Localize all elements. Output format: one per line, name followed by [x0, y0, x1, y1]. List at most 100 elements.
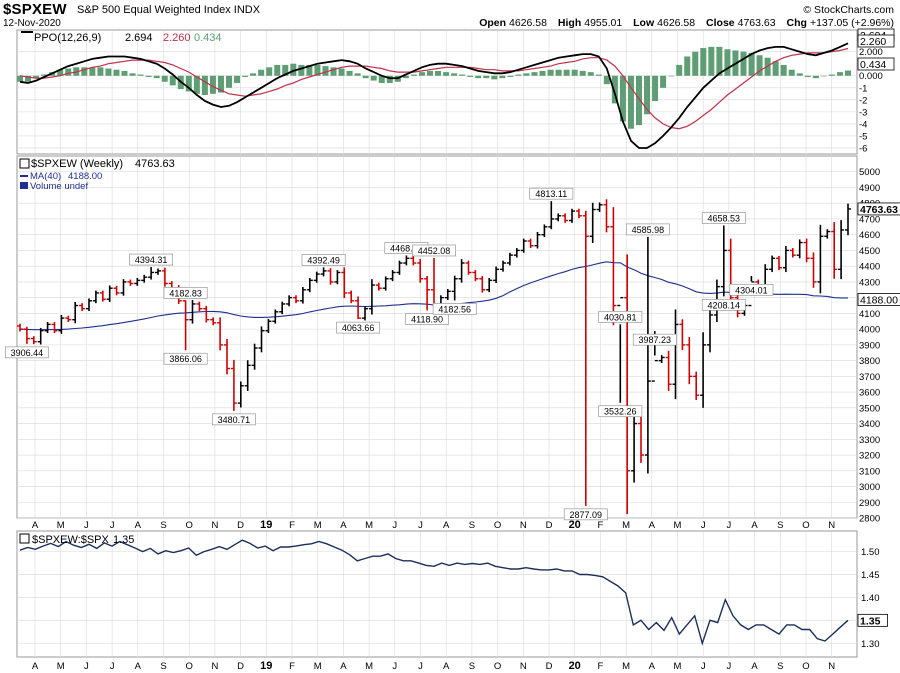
month-label: O	[186, 661, 193, 672]
month-label: J	[392, 661, 397, 672]
month-label: M	[674, 661, 682, 672]
ppo-hist-bar	[668, 75, 675, 77]
ppo-hist-bar	[274, 64, 281, 76]
ppo-hist-bar	[298, 64, 305, 76]
month-label: M	[674, 520, 682, 531]
month-label: M	[365, 520, 373, 531]
ppo-hist-bar	[217, 75, 224, 93]
ppo-hist-bar	[531, 72, 538, 76]
ppo-hist-bar	[845, 70, 851, 76]
month-label: M	[57, 661, 65, 672]
ratio-panel-frame	[16, 530, 858, 658]
price-annotation-box	[412, 244, 456, 257]
price-annotation-box	[212, 413, 256, 426]
month-label: M	[314, 661, 322, 672]
ppo-signal-line	[19, 47, 849, 130]
month-label: J	[392, 520, 397, 531]
ratio-tick-label: 1.30	[861, 639, 880, 650]
ppo-hist-bar	[700, 48, 707, 76]
ppo-hist-bar	[226, 75, 233, 88]
price-annotation-box	[163, 352, 208, 365]
ppo-hist-bar	[595, 74, 602, 76]
ppo-hist-bar	[97, 67, 104, 76]
ppo-hist-bar	[611, 75, 618, 104]
chart-header: $SPXEW S&P 500 Equal Weighted Index INDX…	[0, 0, 900, 30]
month-label: D	[237, 661, 244, 672]
ppo-hist-bar	[491, 75, 498, 80]
price-tick-label: 4400	[859, 262, 880, 273]
price-tick-label: 3800	[859, 356, 880, 367]
month-label: J	[84, 661, 89, 672]
ppo-tick-label: 2.000	[859, 47, 883, 58]
volume-legend-label: Volume undef	[30, 181, 88, 192]
price-annotation-box	[729, 283, 774, 296]
credit-text: © StockCharts.com	[803, 4, 894, 16]
ohlc-readout: Open 4626.58 High 4955.01 Low 4626.58 Close…	[471, 17, 894, 29]
ppo-hist-bar	[676, 64, 683, 76]
ppo-hist-bar	[804, 75, 811, 77]
month-label: N	[828, 520, 835, 531]
ratio-grid	[17, 531, 857, 657]
ppo-hist-bar	[129, 73, 136, 76]
ppo-legend-swatch	[21, 31, 33, 33]
price-grid	[17, 156, 857, 519]
price-legend-value: 4763.63	[135, 158, 175, 170]
price-annotation-box	[163, 287, 208, 299]
ppo-hist-bar	[193, 75, 200, 94]
ratio-line	[19, 539, 849, 646]
price-tick-label: 3900	[859, 340, 880, 351]
ratio-tick-label: 1.40	[861, 593, 880, 604]
ppo-hist-bar	[282, 64, 289, 76]
price-annotation-box	[405, 313, 450, 325]
month-label: A	[443, 520, 450, 531]
price-annotation-box	[701, 299, 746, 311]
price-tick-label: 2900	[859, 498, 880, 509]
ppo-tick-label: -2	[859, 95, 867, 106]
ma-legend-swatch	[20, 175, 28, 177]
ppo-hist-bar	[362, 75, 369, 79]
price-annotation-box	[625, 223, 670, 236]
month-label: J	[110, 520, 115, 531]
price-annotation-label: 3480.71	[218, 415, 251, 425]
price-annotation-label: 2877.09	[570, 510, 603, 520]
ppo-hist-bar	[724, 49, 731, 76]
ppo-hist-bar	[684, 56, 691, 76]
ppo-hist-bar	[137, 74, 144, 76]
month-label: F	[597, 661, 603, 672]
ppo-hist-bar	[266, 67, 273, 76]
ppo-legend-label: PPO(12,26,9)	[34, 32, 101, 44]
ppo-hist-bar	[41, 74, 48, 76]
ppo-hist-bar	[459, 74, 466, 76]
price-tick-label: 3300	[859, 435, 880, 446]
month-label: O	[186, 520, 193, 531]
ppo-hist-bar	[563, 69, 570, 76]
open-value: 4626.58	[509, 17, 547, 29]
month-label: F	[289, 661, 295, 672]
ppo-hist-bar	[603, 75, 610, 85]
month-label: A	[32, 520, 39, 531]
price-annotation-box	[336, 321, 381, 334]
price-annotation-label: 3906.44	[11, 348, 44, 358]
ppo-hist-bar	[756, 55, 763, 76]
month-label: J	[418, 661, 423, 672]
close-label: Close	[706, 17, 735, 29]
month-label: S	[469, 520, 475, 531]
price-legend-swatch	[19, 158, 30, 169]
ppo-hist-bar	[121, 70, 128, 76]
hist-value-tag: 0.434	[860, 59, 886, 71]
ppo-hist-bar	[812, 75, 819, 79]
signal-value-tag: 2.260	[860, 36, 886, 48]
price-annotation-box	[432, 303, 477, 315]
ppo-legend-hist: 0.434	[194, 32, 222, 44]
ppo-hist-bar	[740, 51, 747, 76]
ppo-hist-bar	[708, 46, 715, 76]
month-label: A	[443, 661, 450, 672]
ratio-value-tag: 1.35	[860, 615, 881, 627]
price-tick-label: 4900	[859, 183, 880, 194]
high-label: High	[557, 17, 582, 29]
ppo-hist-bar	[507, 75, 514, 77]
ticker-symbol: $SPXEW	[3, 1, 67, 18]
month-label: A	[135, 661, 142, 672]
ppo-hist-bar	[467, 75, 474, 77]
